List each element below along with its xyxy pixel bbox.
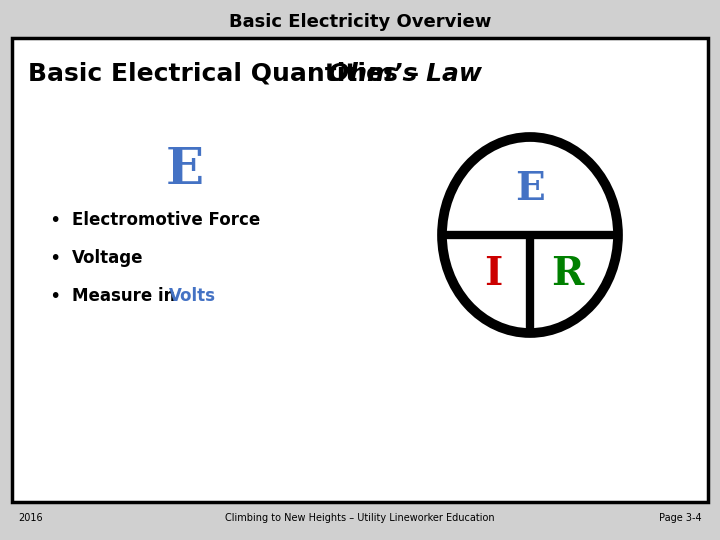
FancyBboxPatch shape: [12, 38, 708, 502]
Text: 2016: 2016: [18, 513, 42, 523]
Text: R: R: [551, 255, 583, 293]
Text: Basic Electricity Overview: Basic Electricity Overview: [229, 13, 491, 31]
Text: Electromotive Force: Electromotive Force: [72, 211, 260, 229]
Ellipse shape: [442, 137, 618, 333]
Text: Basic Electrical Quantities –: Basic Electrical Quantities –: [28, 62, 428, 86]
Text: Voltage: Voltage: [72, 249, 143, 267]
Text: •: •: [49, 287, 60, 306]
Text: I: I: [484, 255, 502, 293]
Text: Page 3-4: Page 3-4: [660, 513, 702, 523]
Text: E: E: [166, 145, 204, 194]
Text: Climbing to New Heights – Utility Lineworker Education: Climbing to New Heights – Utility Linewo…: [225, 513, 495, 523]
Text: Volts: Volts: [169, 287, 216, 305]
Text: Measure in: Measure in: [72, 287, 181, 305]
Text: E: E: [515, 170, 545, 208]
Text: •: •: [49, 248, 60, 267]
Text: Ohm’s Law: Ohm’s Law: [328, 62, 482, 86]
Text: •: •: [49, 211, 60, 229]
